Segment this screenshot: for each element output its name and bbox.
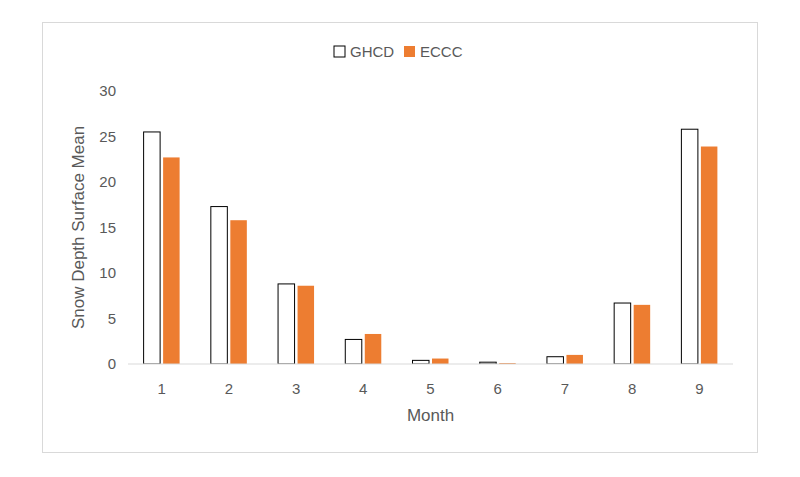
y-tick-label: 15 (99, 219, 116, 236)
x-tick-label: 3 (292, 380, 300, 397)
bar (432, 359, 449, 364)
x-axis-title: Month (407, 406, 454, 425)
x-tick-label: 2 (225, 380, 233, 397)
legend: GHCD ECCC (334, 43, 463, 60)
y-axis-title: Snow Depth Surface Mean (69, 126, 88, 329)
bar (701, 147, 718, 364)
chart-frame (43, 23, 758, 453)
y-tick-label: 30 (99, 82, 116, 99)
x-axis-line (128, 364, 733, 365)
x-tick-label: 5 (426, 380, 434, 397)
y-tick-label: 10 (99, 264, 116, 281)
bar (163, 157, 180, 364)
y-tick-label: 20 (99, 173, 116, 190)
x-tick-label: 1 (157, 380, 165, 397)
bars (144, 129, 718, 364)
bar (211, 207, 228, 364)
bar (547, 357, 564, 364)
bar (278, 284, 295, 364)
legend-label: ECCC (420, 43, 463, 60)
bar (144, 132, 161, 364)
x-tick-label: 6 (494, 380, 502, 397)
bar (413, 360, 430, 364)
legend-label: GHCD (350, 43, 394, 60)
y-tick-label: 5 (108, 310, 116, 327)
y-tick-label: 0 (108, 355, 116, 372)
bar (345, 339, 362, 364)
bar (230, 220, 247, 364)
bar (566, 355, 583, 364)
x-tick-label: 8 (628, 380, 636, 397)
legend-swatch (334, 46, 345, 57)
y-tick-label: 25 (99, 128, 116, 145)
chart: 0 5 10 15 20 25 30 1 2 3 4 5 6 7 8 9 Month Snow Depth Sur… (0, 0, 800, 477)
x-tick-label: 7 (561, 380, 569, 397)
bar (614, 303, 631, 364)
x-tick-label: 4 (359, 380, 367, 397)
bar (681, 129, 698, 364)
bar (298, 286, 315, 364)
x-tick-label: 9 (695, 380, 703, 397)
legend-swatch (404, 46, 415, 57)
bar (634, 305, 651, 364)
bar (365, 334, 382, 364)
